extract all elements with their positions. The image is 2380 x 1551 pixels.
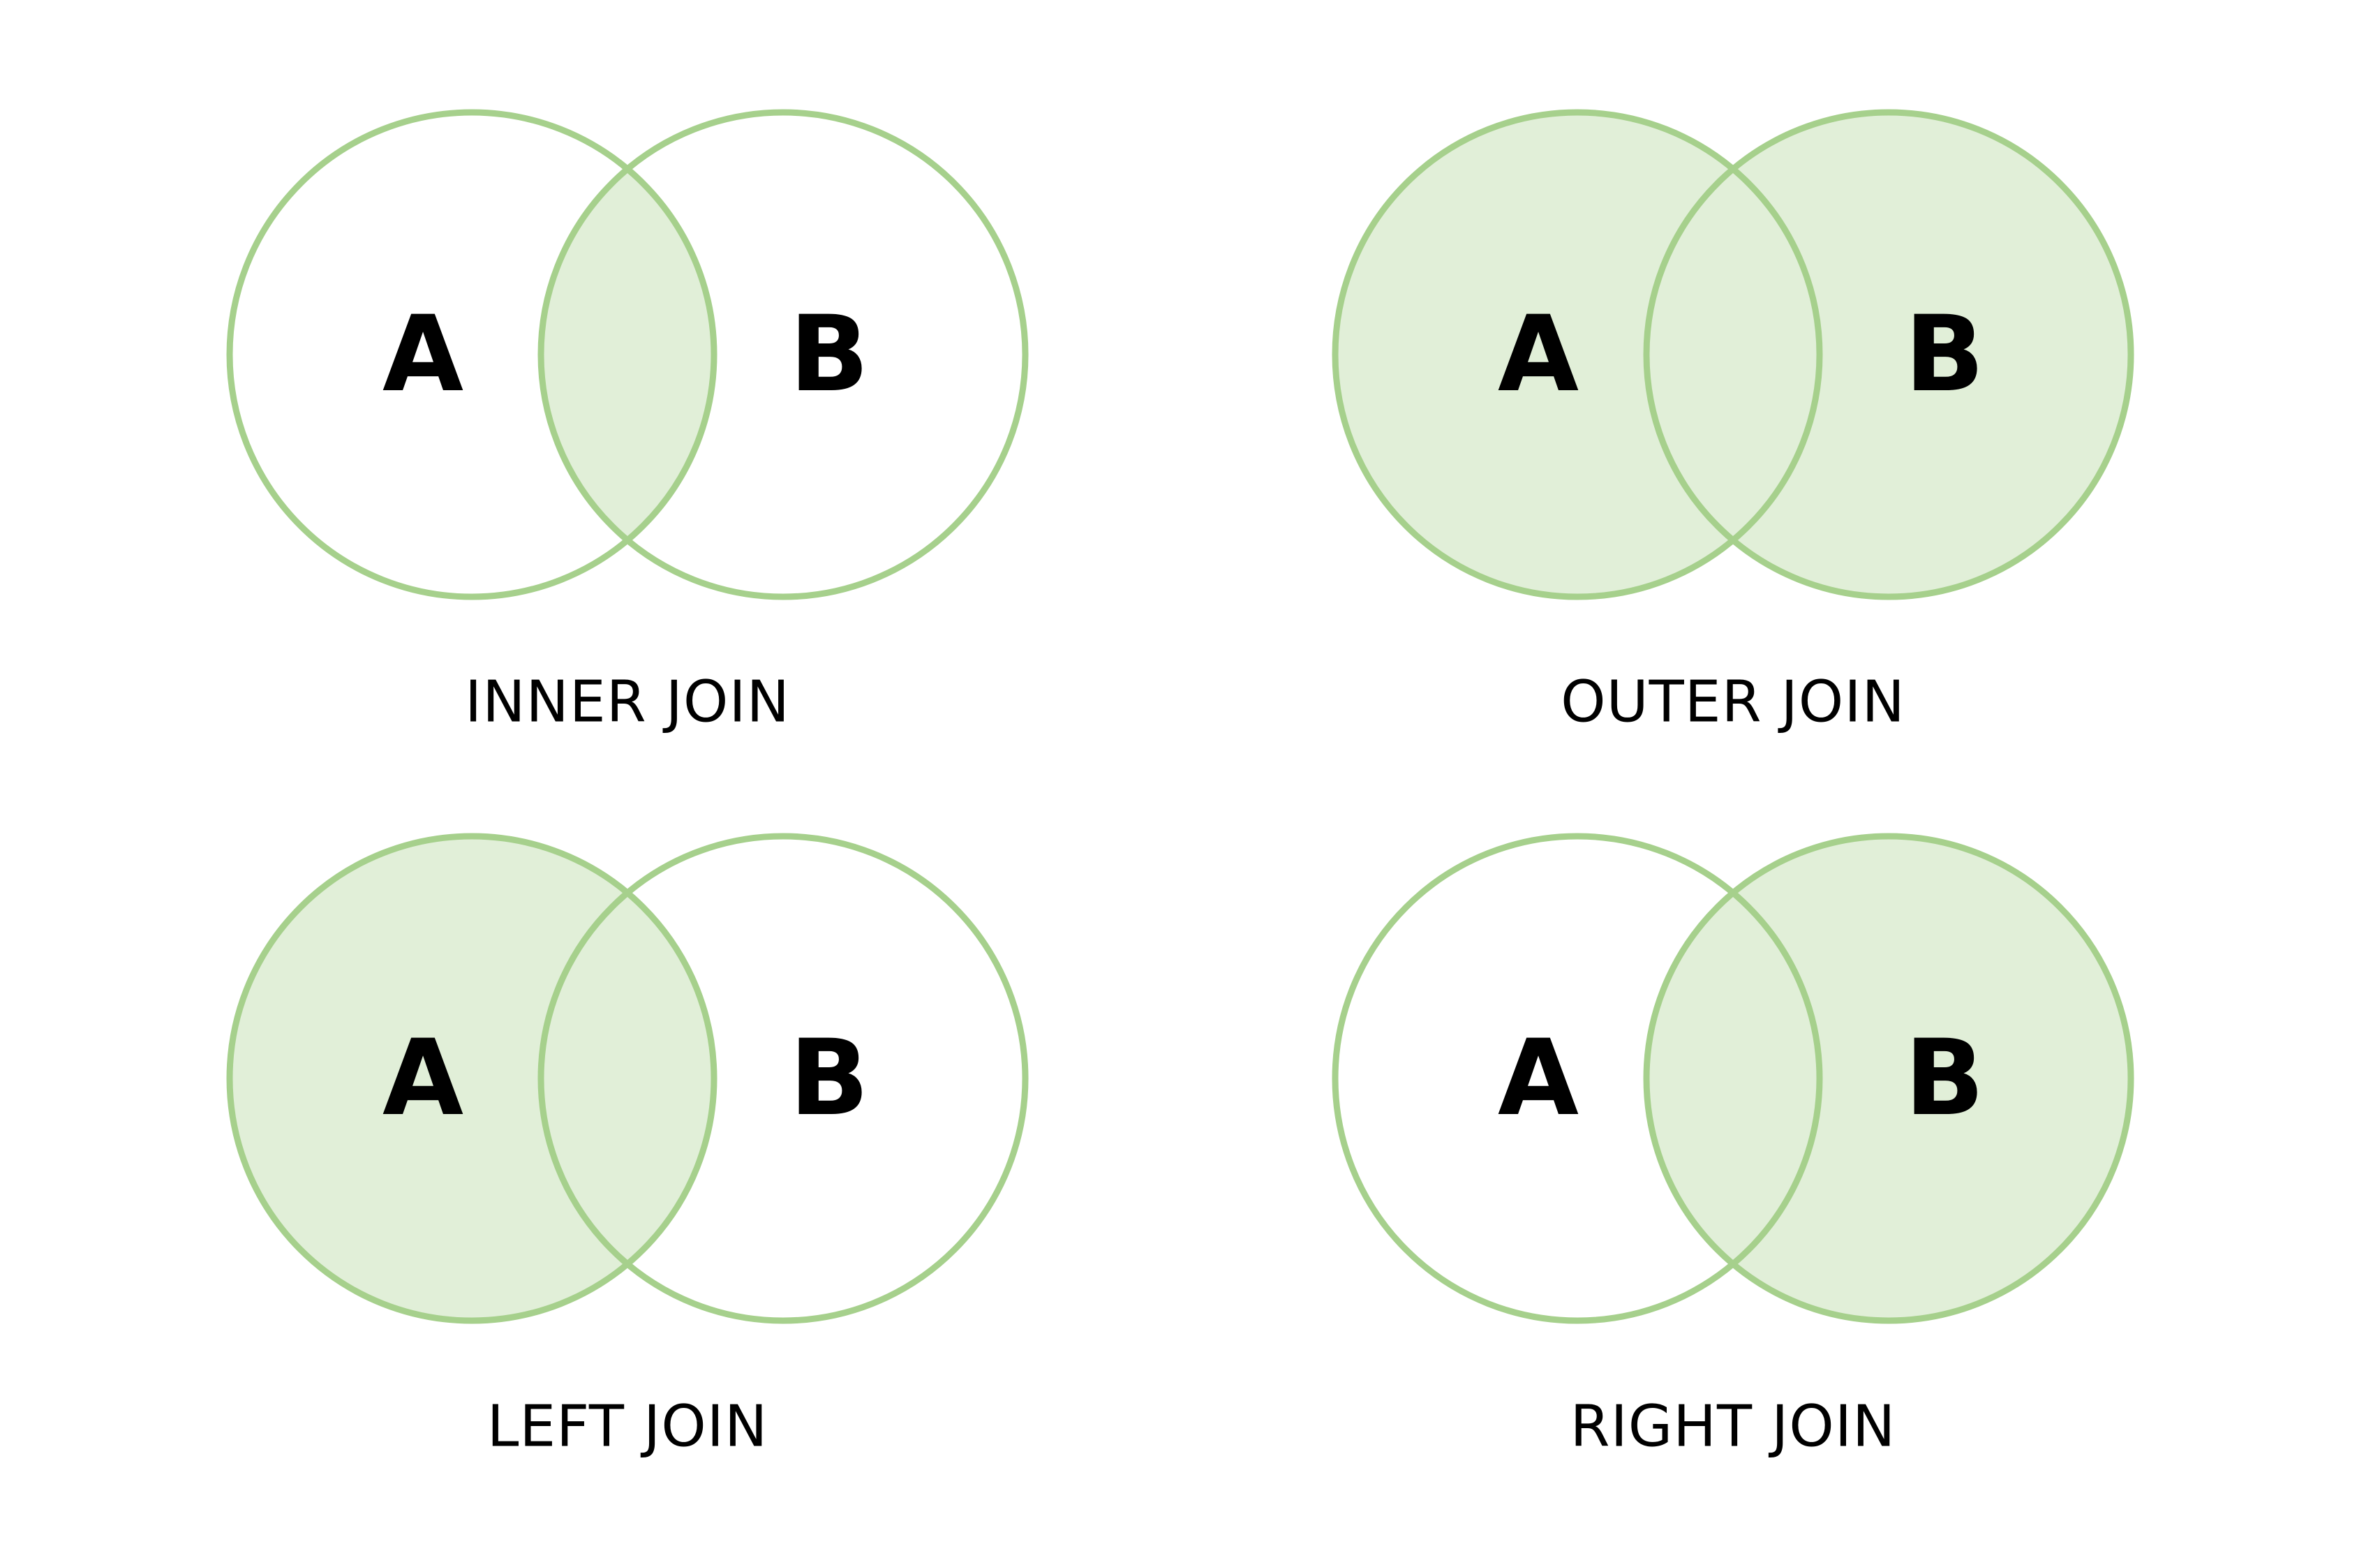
- overlap-region: [1646, 112, 1820, 597]
- join-caption: OUTER JOIN: [1561, 669, 1905, 736]
- set-a-label: A: [382, 1018, 463, 1139]
- set-b-outline: [537, 833, 1029, 1324]
- overlap-region: [541, 112, 714, 597]
- venn-inner-join: A B INNER JOIN: [226, 109, 1029, 736]
- set-a-label: A: [1498, 294, 1579, 415]
- set-b-label: B: [1905, 1018, 1984, 1139]
- join-caption: INNER JOIN: [465, 669, 790, 736]
- overlap-region: [1646, 836, 1820, 1321]
- set-a-label: A: [382, 294, 463, 415]
- overlap-region: [541, 836, 714, 1321]
- venn-right-join: A B RIGHT JOIN: [1332, 833, 2134, 1460]
- set-b-label: B: [789, 1018, 869, 1139]
- set-a-outline: [1332, 109, 1823, 600]
- set-a-outline: [226, 833, 717, 1324]
- join-caption: LEFT JOIN: [487, 1394, 768, 1460]
- set-a-outline: [226, 109, 717, 600]
- set-b-label: B: [1905, 294, 1984, 415]
- set-b-outline: [537, 109, 1029, 600]
- set-b-label: B: [789, 294, 869, 415]
- set-a-label: A: [1498, 1018, 1579, 1139]
- set-b-outline: [1643, 109, 2134, 600]
- venn-outer-join: A B OUTER JOIN: [1332, 109, 2134, 736]
- set-a-outline: [1332, 833, 1823, 1324]
- set-b-outline: [1643, 833, 2134, 1324]
- venn-left-join: A B LEFT JOIN: [226, 833, 1029, 1460]
- join-caption: RIGHT JOIN: [1570, 1394, 1896, 1460]
